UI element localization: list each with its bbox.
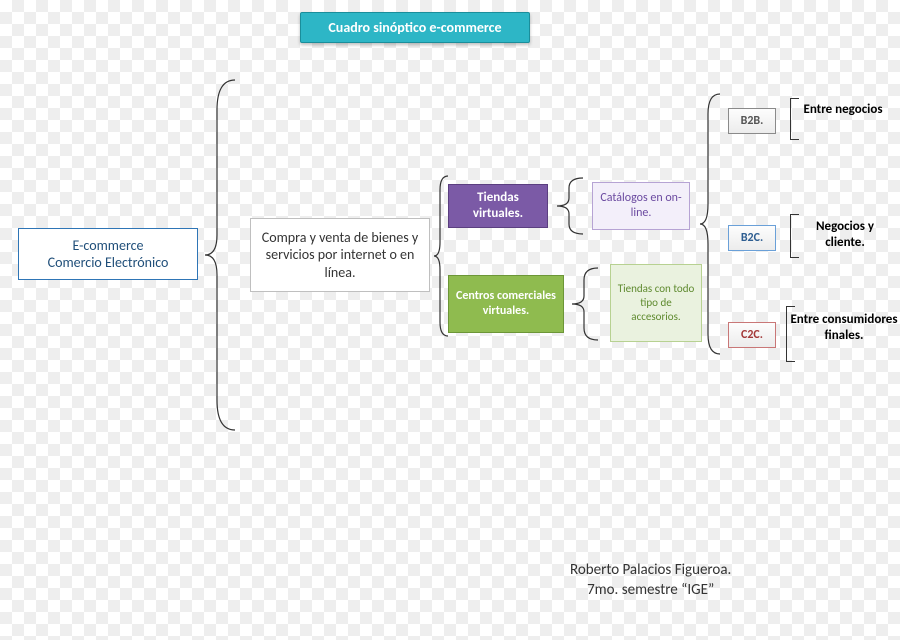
footer-line2: 7mo. semestre “IGE” <box>570 580 731 600</box>
b2b-bracket <box>790 98 791 140</box>
types-brace <box>700 94 720 354</box>
def-brace <box>434 176 448 336</box>
footer: Roberto Palacios Figueroa. 7mo. semestre… <box>570 560 731 601</box>
centro-brace <box>572 268 598 340</box>
tienda-brace <box>557 178 583 234</box>
title-banner: Cuadro sinóptico e-commerce <box>300 12 530 43</box>
type-b2b: B2B. <box>728 108 776 134</box>
b2c-bracket <box>790 214 791 258</box>
root-brace <box>205 80 235 430</box>
type-b2b-desc: Entre negocios <box>802 102 884 118</box>
type-c2c-desc: Entre consumidores finales. <box>790 312 898 343</box>
branch-centros-comerciales: Centros comerciales virtuales. <box>448 275 564 333</box>
c2c-bracket <box>786 306 787 362</box>
type-c2c: C2C. <box>728 322 776 348</box>
sub-catalogos: Catálogos en on-line. <box>592 182 690 230</box>
footer-line1: Roberto Palacios Figueroa. <box>570 560 731 580</box>
root-box: E-commerce Comercio Electrónico <box>18 228 198 280</box>
type-b2c-desc: Negocios y cliente. <box>800 219 890 250</box>
branch-tiendas-virtuales: Tiendas virtuales. <box>448 184 548 228</box>
definition-box: Compra y venta de bienes y servicios por… <box>250 218 430 292</box>
sub-tiendas-accesorios: Tiendas con todo tipo de accesorios. <box>610 264 702 342</box>
type-b2c: B2C. <box>728 225 776 251</box>
